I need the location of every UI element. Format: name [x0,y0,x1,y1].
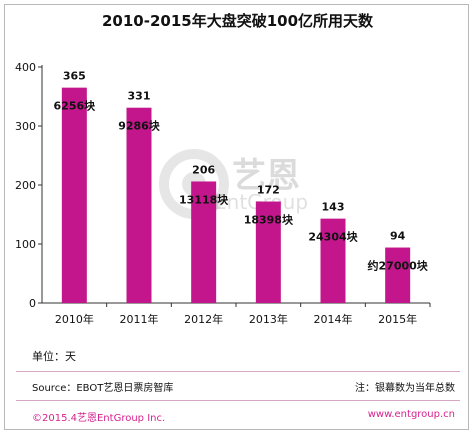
bar-2011年 [126,107,152,304]
value-label: 365 [63,70,86,83]
screen-count-label: 6256块 [54,99,97,113]
value-label: 206 [192,163,215,176]
screen-count-label: 24304块 [308,230,358,244]
source-text: Source：EBOT艺恩日票房智库 [32,383,174,394]
x-tick-label: 2011年 [120,312,159,326]
value-label: 172 [257,184,280,197]
value-label: 331 [128,90,151,103]
divider-top [16,371,460,372]
x-tick-label: 2014年 [314,312,353,326]
bar-2010年 [61,87,87,304]
note-text: 注：银幕数为当年总数 [355,383,455,394]
chart-title: 2010-2015年大盘突破100亿所用天数 [101,12,374,30]
x-tick-label: 2012年 [184,312,223,326]
x-tick-label: 2013年 [249,312,288,326]
screen-count-label: 18398块 [244,213,294,227]
bar-chart: 0 100 200 300 400 365 6256块 2010年 331 9286块 2011年… [15,61,431,326]
site-link[interactable]: www.entgroup.cn [367,409,455,420]
value-label: 143 [322,201,345,214]
watermark-brand: 艺恩 [232,156,300,196]
x-tick-label: 2015年 [378,312,417,326]
screen-count-label: 约27000块 [368,259,429,273]
screen-count-label: 9286块 [118,119,161,133]
divider-bottom [16,400,460,401]
value-label: 94 [390,230,406,243]
bar-2012年 [191,181,217,303]
bar-2013年 [255,201,281,303]
y-tick-label: 300 [15,120,36,133]
copyright-text: ©2015.4艺恩EntGroup Inc. [32,413,166,424]
unit-label: 单位：天 [32,350,76,363]
y-tick-label: 400 [15,61,36,74]
bar-2014年 [320,218,346,303]
y-tick-label: 100 [15,238,36,251]
y-tick-label: 200 [15,179,36,192]
bar-2015年 [385,247,411,303]
y-tick-label: 0 [29,297,36,310]
x-tick-label: 2010年 [55,312,94,326]
screen-count-label: 13118块 [179,192,229,206]
